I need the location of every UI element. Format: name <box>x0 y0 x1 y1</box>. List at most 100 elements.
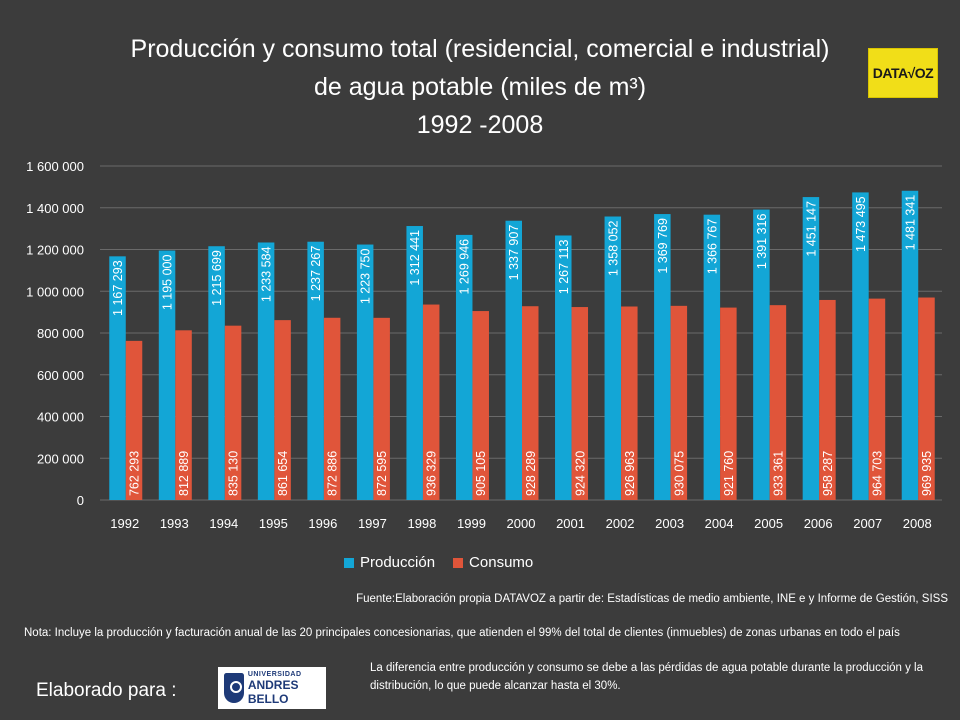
x-tick-label: 2006 <box>804 516 833 531</box>
bar-produccion <box>654 214 671 500</box>
bar-consumo <box>868 298 886 500</box>
bar-consumo <box>224 325 242 500</box>
bar-consumo <box>522 306 539 500</box>
x-tick-label: 1992 <box>110 516 139 531</box>
data-label-consumo: 964 703 <box>870 451 884 496</box>
title-line-3: 1992 -2008 <box>416 111 544 139</box>
x-tick-label: 2003 <box>655 516 684 531</box>
bar-produccion <box>356 244 374 500</box>
data-label-consumo: 905 105 <box>474 451 488 496</box>
data-label-produccion: 1 451 147 <box>804 201 818 257</box>
bar-consumo <box>621 306 638 500</box>
bar-consumo <box>918 297 935 500</box>
university-logo-text: UNIVERSIDAD ANDRES BELLO <box>248 671 326 706</box>
y-tick-label: 0 <box>77 493 84 508</box>
y-tick-label: 1 400 000 <box>26 201 84 216</box>
data-label-produccion: 1 267 113 <box>557 239 571 294</box>
data-label-consumo: 936 329 <box>425 451 439 496</box>
university-logo: UNIVERSIDAD ANDRES BELLO <box>218 667 326 709</box>
bar-consumo <box>670 305 688 500</box>
data-label-consumo: 872 595 <box>375 451 389 496</box>
legend-label-produccion: Producción <box>360 554 436 571</box>
data-label-consumo: 969 935 <box>920 451 934 496</box>
x-tick-label: 2000 <box>507 516 536 531</box>
data-label-produccion: 1 237 267 <box>309 246 323 302</box>
x-tick-label: 1996 <box>308 516 337 531</box>
x-tick-label: 1997 <box>358 516 387 531</box>
y-tick-label: 1 200 000 <box>26 243 84 258</box>
data-label-produccion: 1 215 699 <box>210 250 224 306</box>
made-for-label: Elaborado para : <box>36 680 177 701</box>
bar-consumo <box>373 317 390 500</box>
bar-consumo <box>472 311 489 500</box>
bar-consumo <box>274 320 291 500</box>
bar-produccion <box>505 220 522 500</box>
bar-produccion <box>901 190 919 500</box>
bar-chart: 0 200 000 400 000 600 000 800 000 1 000 000 1 … <box>26 159 942 531</box>
bar-produccion <box>109 256 126 500</box>
bar-consumo <box>571 307 589 500</box>
y-tick-label: 400 000 <box>37 410 84 425</box>
x-tick-label: 2007 <box>853 516 882 531</box>
y-tick-label: 200 000 <box>37 451 84 466</box>
bar-produccion <box>455 234 473 500</box>
source-text: Fuente:Elaboración propia DATAVOZ a part… <box>356 593 948 605</box>
bar-consumo <box>175 330 192 500</box>
data-label-consumo: 933 361 <box>771 451 785 496</box>
bar-consumo <box>819 299 836 500</box>
data-label-produccion: 1 269 946 <box>458 239 472 295</box>
data-label-produccion: 1 358 052 <box>606 220 620 276</box>
legend-item-consumo: Consumo <box>453 554 533 571</box>
bar-consumo <box>422 304 440 500</box>
data-label-produccion: 1 233 584 <box>260 246 274 302</box>
bar-produccion <box>158 250 176 500</box>
data-label-consumo: 812 889 <box>177 451 191 496</box>
data-label-produccion: 1 481 341 <box>903 195 917 251</box>
legend-swatch-produccion <box>344 557 354 568</box>
y-tick-label: 1 600 000 <box>26 159 84 174</box>
y-tick-label: 800 000 <box>37 326 84 341</box>
bar-produccion <box>555 235 572 500</box>
x-tick-label: 2004 <box>705 516 734 531</box>
bar-produccion <box>208 246 225 500</box>
data-label-produccion: 1 223 750 <box>359 248 373 304</box>
data-label-produccion: 1 337 907 <box>507 225 521 281</box>
bar-produccion <box>802 197 820 500</box>
note-text: Nota: Incluye la producción y facturació… <box>24 627 900 639</box>
university-logo-small: UNIVERSIDAD <box>247 670 302 678</box>
bar-produccion <box>703 214 721 500</box>
bar-produccion <box>852 192 869 501</box>
x-tick-label: 1994 <box>209 516 238 531</box>
x-tick-label: 1998 <box>407 516 436 531</box>
data-label-consumo: 762 293 <box>128 451 142 496</box>
x-tick-label: 1999 <box>457 516 486 531</box>
data-label-consumo: 861 654 <box>276 451 290 496</box>
data-label-produccion: 1 391 316 <box>755 214 769 270</box>
x-tick-label: 2005 <box>754 516 783 531</box>
bar-produccion <box>307 241 324 500</box>
title-line-1: Producción y consumo total (residencial,… <box>130 35 830 63</box>
x-tick-label: 1995 <box>259 516 288 531</box>
x-tick-label: 2001 <box>556 516 585 531</box>
data-label-consumo: 872 886 <box>326 451 340 496</box>
data-label-consumo: 958 287 <box>821 451 835 496</box>
data-label-consumo: 835 130 <box>227 451 241 496</box>
data-label-produccion: 1 167 293 <box>111 260 125 316</box>
x-tick-label: 1993 <box>160 516 189 531</box>
data-label-produccion: 1 195 000 <box>161 254 175 310</box>
data-label-consumo: 930 075 <box>672 451 686 496</box>
legend-swatch-consumo <box>453 557 464 568</box>
legend-item-produccion: Producción <box>344 554 435 571</box>
x-tick-label: 2008 <box>903 516 932 531</box>
bar-consumo <box>125 340 143 500</box>
bar-produccion <box>604 216 622 500</box>
title-line-2: de agua potable (miles de m³) <box>313 73 647 101</box>
datavoz-logo-text: DATA√OZ <box>872 65 934 81</box>
university-logo-big: ANDRES BELLO <box>247 677 299 706</box>
bar-consumo <box>720 307 737 500</box>
datavoz-logo: DATA√OZ <box>868 48 938 98</box>
chart-legend: Producción Consumo <box>344 554 533 571</box>
data-label-consumo: 926 963 <box>623 451 637 496</box>
x-tick-label: 2002 <box>606 516 635 531</box>
legend-label-consumo: Consumo <box>469 554 534 571</box>
